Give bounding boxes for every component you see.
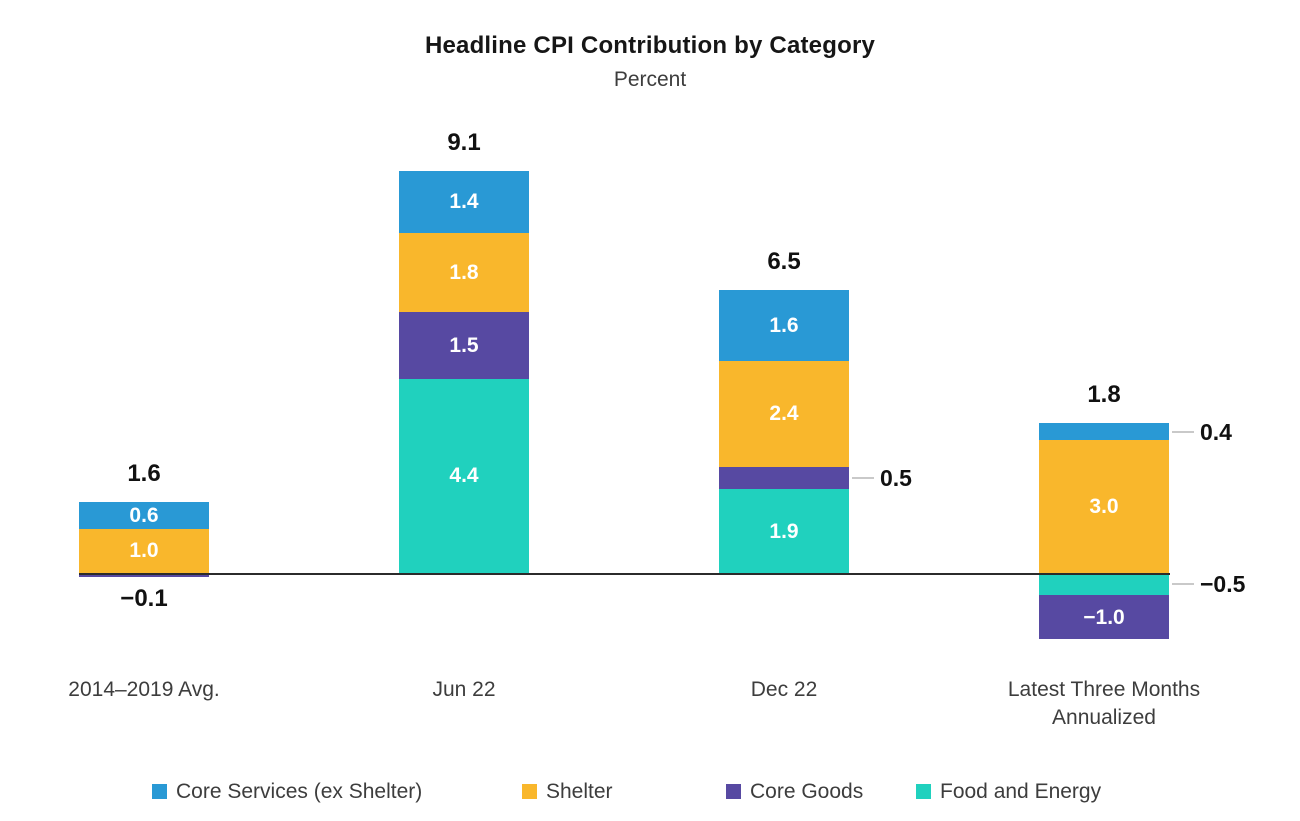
category-label: Dec 22 (750, 678, 818, 701)
category-label: Latest Three Months Annualized (1007, 678, 1201, 729)
bar-segment-food-and-energy (1039, 573, 1169, 596)
bar-segment-core-goods (719, 466, 849, 489)
chart-subtitle: Percent (613, 68, 687, 91)
bar-segment-core-services-ex-shelter-: 1.6 (719, 290, 849, 361)
bar-total-label: 1.6 (127, 460, 161, 488)
bar-segment-core-goods: 1.5 (399, 312, 529, 379)
segment-value-label: 1.0 (129, 539, 159, 563)
segment-value-label: −0.5 (1200, 571, 1246, 598)
segment-value-label: 0.6 (129, 504, 159, 528)
segment-value-label: 1.5 (449, 333, 479, 357)
bar-segment-core-goods (79, 573, 209, 578)
segment-value-label: −1.0 (1083, 605, 1125, 629)
segment-value-label: −0.1 (120, 585, 168, 613)
segment-value-label: 4.4 (449, 464, 479, 488)
bar-segment-shelter: 3.0 (1039, 440, 1169, 573)
segment-value-label: 3.0 (1089, 495, 1119, 519)
leader-line (1172, 430, 1194, 433)
bar-segment-shelter: 1.8 (399, 232, 529, 313)
segment-value-label: 1.4 (449, 190, 479, 214)
bar-total-label: 6.5 (767, 248, 801, 276)
zero-axis-line (79, 573, 1170, 575)
bar-segment-food-and-energy: 4.4 (399, 378, 529, 573)
category-label: Jun 22 (432, 678, 496, 701)
segment-value-label: 1.8 (449, 260, 479, 284)
bar-segment-core-services-ex-shelter-: 1.4 (399, 170, 529, 233)
bar-segment-core-services-ex-shelter- (1039, 422, 1169, 441)
bar-segment-shelter: 2.4 (719, 360, 849, 467)
bar-segment-food-and-energy: 1.9 (719, 489, 849, 573)
segment-value-label: 2.4 (769, 402, 799, 426)
segment-value-label: 0.4 (1200, 418, 1232, 445)
segment-value-label: 0.5 (880, 464, 912, 491)
leader-line (1172, 583, 1194, 586)
segment-value-label: 1.9 (769, 519, 799, 543)
bar-segment-shelter: 1.0 (79, 528, 209, 573)
segment-value-label: 1.6 (769, 313, 799, 337)
category-label: 2014–2019 Avg. (68, 678, 220, 701)
bar-segment-core-goods: −1.0 (1039, 595, 1169, 640)
bar-segment-core-services-ex-shelter-: 0.6 (79, 502, 209, 529)
chart-title: Headline CPI Contribution by Category (424, 32, 876, 59)
leader-line (852, 476, 874, 479)
bar-total-label: 1.8 (1087, 380, 1121, 408)
bar-total-label: 9.1 (447, 128, 481, 156)
